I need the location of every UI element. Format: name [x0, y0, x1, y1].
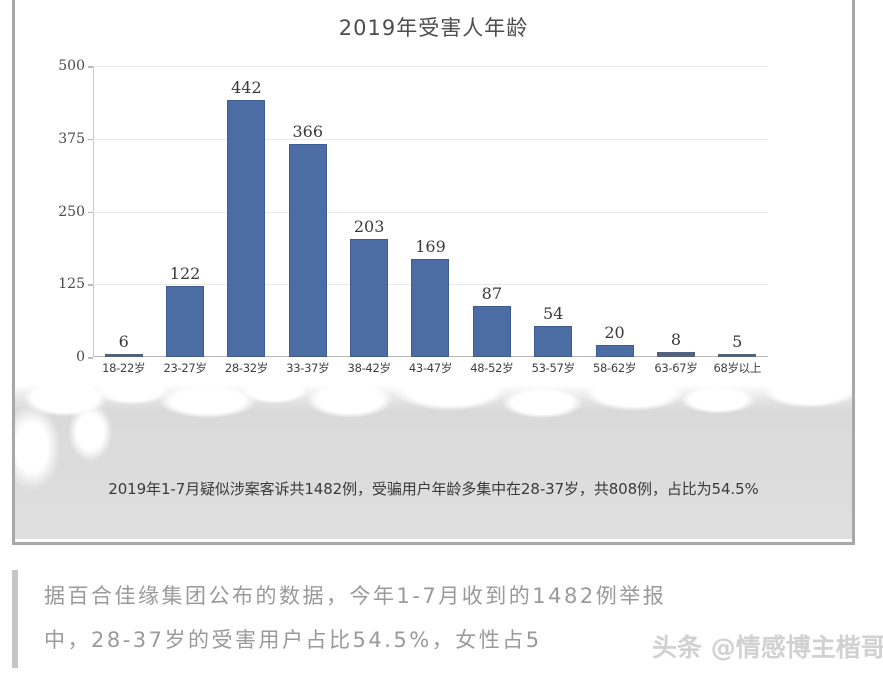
bar-slot: 203	[338, 66, 399, 357]
watermark: 头条 @情感博主楷哥	[652, 633, 883, 662]
bar	[411, 258, 450, 357]
y-axis-tick-label: 250	[58, 203, 85, 220]
x-axis-tick-label: 23-27岁	[163, 361, 207, 375]
chart-title: 2019年受害人年龄	[338, 16, 529, 40]
x-axis-tick-label: 43-47岁	[408, 361, 453, 375]
bar-slot: 6	[93, 66, 154, 357]
bar-value-label: 6	[118, 331, 129, 351]
bar-slot: 5	[707, 66, 768, 357]
y-axis-tick-mark	[88, 284, 93, 286]
y-axis-tick-mark	[88, 66, 93, 68]
bar	[350, 238, 389, 357]
bar-value-label: 169	[415, 236, 446, 256]
bar	[472, 306, 511, 357]
bar-value-label: 87	[481, 284, 503, 304]
y-axis-tick-label: 125	[58, 276, 85, 293]
article-quote-block: 据百合佳缘集团公布的数据，今年1-7月收到的1482例举报 中，28-37岁的受…	[12, 568, 872, 672]
bar-slot: 122	[154, 66, 215, 357]
quote-line-2: 中，28-37岁的受害用户占比54.5%，女性占5	[44, 628, 542, 652]
y-axis-tick-mark	[88, 211, 93, 213]
x-axis-tick-label: 33-37岁	[286, 361, 330, 375]
gridline	[93, 138, 768, 140]
bar-value-label: 122	[169, 264, 201, 283]
bar-slot: 54	[523, 66, 584, 357]
y-axis-tick-mark	[88, 357, 93, 359]
x-axis-tick-labels: 18-22岁 23-27岁 28-32岁 33-37岁 38-42岁 43-47岁 48-5…	[93, 360, 768, 376]
plot-area: 0 125 250 375 500 6 122 442 366 203 169 87 54 20 8 5	[58, 58, 768, 365]
bar-slot: 8	[645, 66, 706, 357]
bar	[595, 345, 634, 357]
bar-value-label: 20	[604, 323, 625, 343]
bar	[288, 144, 327, 357]
bar-value-label: 5	[732, 332, 743, 351]
bar-slot: 366	[277, 66, 338, 357]
bar	[227, 99, 266, 357]
bar-value-label: 442	[231, 77, 262, 97]
quote-accent-bar	[12, 570, 18, 668]
chart-caption: 2019年1-7月疑似涉案客诉共1482例，受骗用户年龄多集中在28-37岁，共…	[108, 480, 759, 498]
x-axis-tick-label: 18-22岁	[102, 361, 146, 375]
y-axis-tick-label: 500	[58, 58, 85, 74]
bar-value-label: 54	[543, 303, 564, 323]
y-axis-tick-label: 375	[58, 130, 85, 147]
gridline	[93, 211, 768, 213]
x-axis-tick-label: 38-42岁	[347, 361, 391, 375]
chart-panel: 2019年受害人年龄 0 125 250 375 500 6 122 442 366 203 16…	[15, 0, 852, 390]
bar	[104, 353, 143, 357]
bar	[534, 325, 573, 357]
bar-value-label: 8	[670, 330, 681, 350]
chart-card: 2019年受害人年龄 0 125 250 375 500 6 122 442 366 203 16…	[12, 0, 855, 545]
bar-slot: 442	[216, 66, 277, 357]
bar-value-label: 366	[292, 122, 324, 141]
x-axis-tick-label: 28-32岁	[224, 361, 268, 375]
bar	[718, 354, 757, 357]
y-axis-tick-label: 0	[76, 349, 85, 365]
textured-background: 2019年1-7月疑似涉案客诉共1482例，受骗用户年龄多集中在28-37岁，共…	[15, 386, 852, 539]
texture-fade	[15, 386, 852, 412]
bar-slot: 20	[584, 66, 645, 357]
gridline	[93, 66, 768, 67]
x-axis-tick-label: 58-62岁	[592, 361, 637, 375]
bar-series: 6 122 442 366 203 169 87 54 20 8 5	[93, 66, 768, 357]
quote-line-1: 据百合佳缘集团公布的数据，今年1-7月收到的1482例举报	[44, 584, 667, 608]
bar-value-label: 203	[353, 216, 385, 236]
bar-slot: 169	[400, 66, 461, 357]
quote-body: 据百合佳缘集团公布的数据，今年1-7月收到的1482例举报 中，28-37岁的受…	[18, 568, 872, 672]
x-axis-tick-label: 48-52岁	[470, 361, 514, 375]
bar-slot: 87	[461, 66, 522, 357]
x-axis-tick-label: 63-67岁	[654, 361, 698, 375]
x-axis-tick-label: 68岁以上	[713, 361, 762, 375]
x-axis-tick-label: 53-57岁	[531, 361, 575, 375]
bar	[656, 352, 695, 357]
y-axis-tick-mark	[88, 138, 93, 141]
bar	[166, 286, 205, 357]
